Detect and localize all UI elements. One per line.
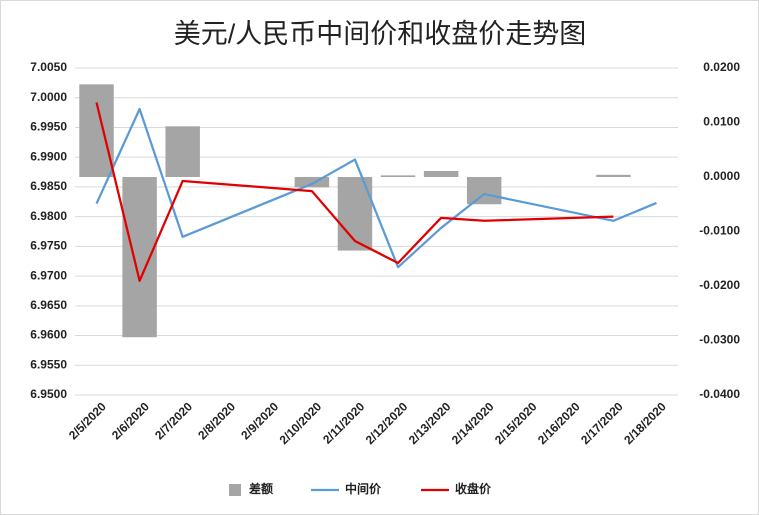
bar [122,177,157,338]
y-tick-label: 6.9600 [30,328,67,342]
y-tick-label: 6.9700 [30,268,67,282]
y-tick-label: 7.0050 [30,60,67,74]
y-tick-label: 6.9750 [30,239,67,253]
y-tick-label: 7.0000 [30,90,67,104]
bar [165,126,200,177]
y-tick-label: 6.9500 [30,387,67,401]
legend-label: 收盘价 [455,481,492,496]
y-tick-label: 6.9650 [30,298,67,312]
chart-title: 美元/人民币中间价和收盘价走势图 [174,19,587,49]
line [95,107,657,269]
y-tick-label: 6.9850 [30,179,67,193]
y2-tick-label: -0.0100 [699,224,740,238]
y2-tick-label: 0.0100 [703,115,740,129]
legend-label: 差额 [248,481,273,496]
bar [294,177,330,188]
bar [596,174,631,177]
legend-label: 中间价 [345,481,382,496]
legend-swatch [229,484,241,496]
y2-tick-label: -0.0400 [699,387,740,401]
y2-tick-label: 0.0200 [703,60,740,74]
y2-tick-label: -0.0200 [699,278,740,292]
bar [79,84,114,177]
y-tick-label: 6.9900 [30,149,67,163]
bar [466,177,502,205]
y-tick-label: 6.9950 [30,120,67,134]
line [95,102,614,282]
y-tick-label: 6.9550 [30,357,67,371]
y2-tick-label: -0.0300 [699,333,740,347]
y2-tick-label: 0.0000 [703,169,740,183]
bar [380,175,416,177]
y-tick-label: 6.9800 [30,209,67,223]
bar [423,171,459,177]
